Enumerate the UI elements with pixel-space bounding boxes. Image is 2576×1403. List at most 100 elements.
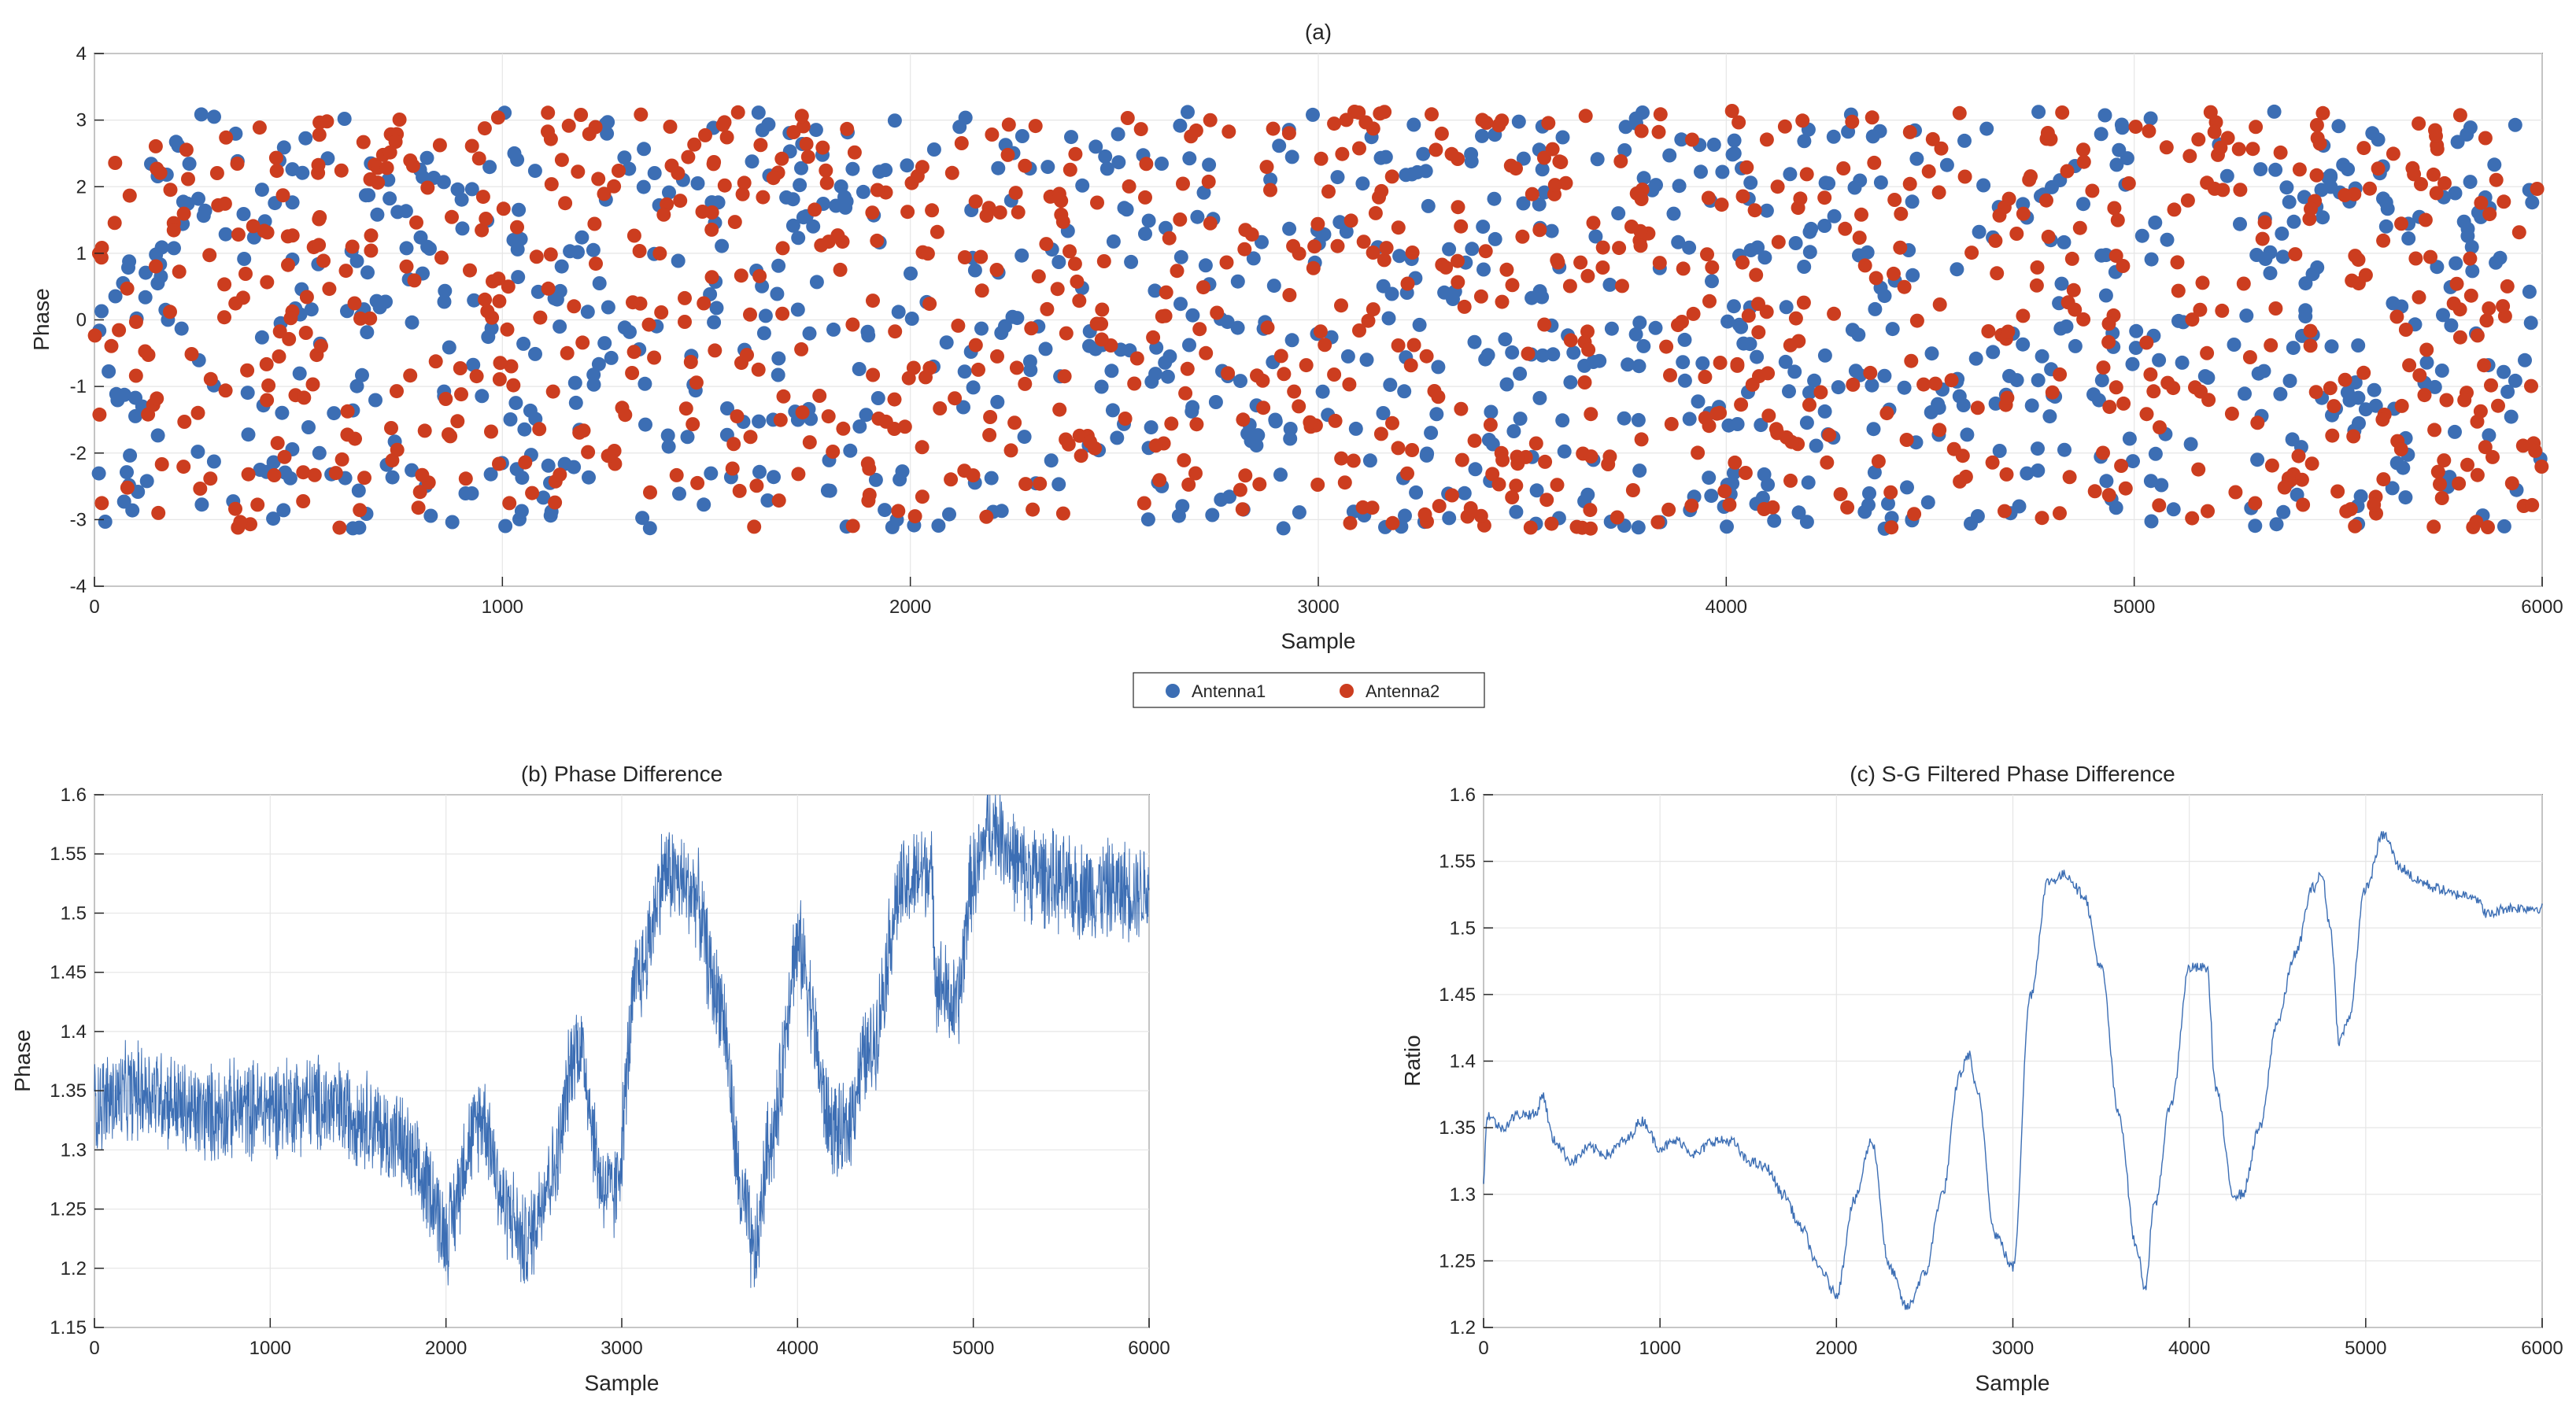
scatter-point: [1555, 130, 1570, 145]
scatter-point: [1198, 258, 1213, 273]
scatter-point: [1182, 151, 1197, 166]
scatter-point: [194, 107, 209, 122]
scatter-point: [1573, 255, 1588, 270]
scatter-point: [553, 319, 567, 334]
scatter-point: [2201, 504, 2215, 519]
scatter-point: [635, 511, 650, 526]
scatter-point: [2508, 373, 2522, 388]
scatter-point: [353, 503, 368, 518]
scatter-point: [283, 471, 298, 486]
scatter-point: [561, 118, 576, 133]
scatter-point: [1442, 511, 1457, 526]
scatter-point: [1405, 443, 1420, 457]
scatter-point: [2134, 228, 2149, 243]
scatter-point: [1420, 446, 1435, 461]
scatter-point: [270, 436, 285, 451]
scatter-point: [1586, 216, 1601, 231]
scatter-point: [390, 442, 405, 457]
scatter-point: [2201, 393, 2216, 408]
scatter-point: [532, 422, 547, 437]
scatter-point: [915, 440, 930, 455]
scatter-point: [747, 519, 762, 534]
scatter-point: [1310, 478, 1325, 492]
scatter-point: [1897, 380, 1912, 395]
scatter-point: [1604, 321, 1619, 336]
scatter-point: [356, 135, 371, 150]
scatter-point: [715, 117, 730, 132]
scatter-point: [412, 485, 427, 500]
scatter-point: [815, 140, 830, 155]
scatter-point: [1026, 502, 1040, 517]
scatter-point: [1686, 306, 1701, 321]
scatter-point: [182, 157, 197, 172]
scatter-point: [1118, 412, 1133, 426]
scatter-point: [1185, 404, 1199, 419]
scatter-point: [979, 209, 994, 223]
x-tick-label: 0: [89, 1338, 99, 1359]
scatter-point: [1188, 466, 1203, 481]
scatter-point: [794, 342, 809, 356]
scatter-point: [2076, 142, 2090, 157]
scatter-point: [587, 216, 602, 231]
scatter-point: [1755, 490, 1770, 505]
scatter-point: [266, 455, 281, 470]
scatter-point: [2108, 249, 2123, 264]
legend-marker-antenna2: [1340, 684, 1354, 698]
scatter-point: [1894, 206, 1909, 221]
scatter-point: [1409, 485, 1424, 500]
scatter-point: [2378, 195, 2393, 210]
scatter-point: [1999, 467, 2014, 482]
scatter-point: [2009, 373, 2024, 388]
scatter-point: [991, 161, 1006, 175]
scatter-point: [683, 355, 698, 369]
scatter-point: [983, 410, 998, 424]
scatter-point: [1809, 438, 1824, 453]
scatter-point: [1127, 376, 1142, 391]
scatter-point: [1185, 308, 1200, 323]
scatter-point: [1287, 384, 1302, 399]
scatter-point: [695, 205, 710, 219]
scatter-point: [117, 387, 132, 402]
scatter-point: [1817, 190, 1832, 205]
scatter-point: [1782, 384, 1796, 399]
scatter-point: [554, 259, 569, 274]
scatter-point: [2315, 105, 2330, 120]
y-tick-label: 1.3: [1450, 1184, 1476, 1205]
scatter-point: [121, 260, 135, 275]
scatter-point: [1617, 143, 1632, 157]
scatter-point: [498, 519, 513, 534]
scatter-point: [1750, 349, 1765, 364]
scatter-point: [1511, 114, 1526, 129]
panel-c-title: (c) S-G Filtered Phase Difference: [1850, 762, 2175, 786]
scatter-point: [1355, 176, 1370, 191]
scatter-point: [2115, 120, 2130, 135]
scatter-point: [697, 296, 711, 311]
scatter-point: [1705, 260, 1720, 275]
scatter-point: [1950, 262, 1964, 277]
scatter-point: [281, 257, 295, 272]
scatter-point: [1398, 508, 1412, 523]
scatter-point: [154, 240, 169, 255]
scatter-point: [236, 207, 251, 221]
scatter-point: [1634, 432, 1649, 447]
scatter-point: [861, 328, 876, 343]
scatter-point: [1378, 150, 1393, 164]
scatter-point: [172, 264, 187, 279]
scatter-point: [662, 185, 676, 200]
scatter-point: [1787, 364, 1802, 379]
scatter-point: [1141, 213, 1156, 228]
scatter-point: [661, 439, 676, 454]
scatter-point: [1072, 428, 1087, 443]
scatter-point: [1788, 311, 1803, 326]
scatter-point: [1373, 426, 1388, 441]
scatter-point: [984, 471, 999, 486]
scatter-point: [254, 183, 269, 198]
scatter-point: [2153, 420, 2167, 435]
scatter-point: [403, 368, 418, 383]
scatter-point: [153, 165, 168, 180]
scatter-point: [2460, 457, 2474, 472]
scatter-point: [2256, 364, 2271, 378]
scatter-point: [1801, 475, 1816, 490]
scatter-point: [1164, 416, 1179, 431]
scatter-point: [852, 362, 867, 376]
